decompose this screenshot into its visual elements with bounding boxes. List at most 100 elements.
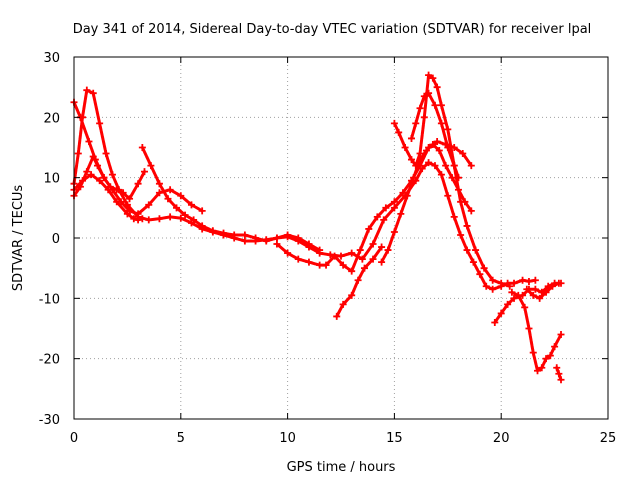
- data-point: [177, 214, 185, 222]
- y-tick-label: -30: [39, 413, 60, 428]
- data-point: [416, 150, 424, 158]
- data-point: [390, 228, 398, 236]
- data-point: [284, 249, 292, 257]
- data-point: [190, 216, 198, 224]
- data-point: [378, 243, 386, 251]
- data-point: [164, 195, 172, 203]
- data-point: [333, 312, 341, 320]
- data-point: [373, 213, 381, 221]
- data-point: [454, 174, 462, 182]
- data-point: [420, 113, 428, 121]
- data-point: [284, 231, 292, 239]
- data-point: [241, 237, 249, 245]
- data-point: [476, 270, 484, 278]
- data-point: [442, 162, 450, 170]
- data-point: [437, 101, 445, 109]
- data-point: [555, 279, 563, 287]
- data-point: [525, 277, 533, 285]
- data-point: [166, 186, 174, 194]
- data-point: [506, 282, 514, 290]
- data-point: [130, 215, 138, 223]
- data-point: [104, 186, 112, 194]
- data-point: [463, 246, 471, 254]
- data-point: [83, 86, 91, 94]
- series-track-14: [553, 364, 565, 384]
- data-point: [444, 192, 452, 200]
- data-point: [358, 255, 366, 263]
- data-point: [166, 213, 174, 221]
- x-tick-label: 5: [177, 431, 185, 446]
- x-axis-label: GPS time / hours: [287, 460, 396, 475]
- data-point: [395, 128, 403, 136]
- data-point: [410, 174, 418, 182]
- chart-title: Day 341 of 2014, Sidereal Day-to-day VTE…: [73, 22, 592, 37]
- data-point: [337, 252, 345, 260]
- data-point: [273, 234, 281, 242]
- data-point: [316, 261, 324, 269]
- y-tick-label: 30: [43, 51, 60, 66]
- data-point: [100, 174, 108, 182]
- series-track-9: [390, 71, 514, 290]
- y-tick-label: 10: [43, 172, 60, 187]
- data-point: [252, 234, 260, 242]
- data-point: [412, 119, 420, 127]
- series-track-7: [333, 243, 386, 320]
- data-point: [431, 101, 439, 109]
- data-point: [459, 150, 467, 158]
- data-point: [472, 246, 480, 254]
- data-point: [369, 255, 377, 263]
- data-point: [138, 144, 146, 151]
- series-layer: [70, 71, 565, 384]
- data-point: [429, 140, 437, 148]
- data-point: [96, 177, 104, 185]
- data-point: [538, 364, 546, 372]
- data-point: [177, 192, 185, 200]
- data-point: [390, 119, 398, 127]
- data-point: [420, 92, 428, 100]
- data-point: [401, 144, 409, 151]
- data-point: [273, 240, 281, 248]
- data-point: [521, 303, 529, 311]
- data-point: [510, 294, 518, 302]
- series-track-12: [508, 288, 565, 375]
- data-point: [74, 150, 82, 158]
- data-point: [433, 137, 441, 145]
- data-point: [429, 74, 437, 82]
- data-point: [316, 246, 324, 254]
- data-point: [83, 168, 91, 176]
- data-point: [489, 285, 497, 293]
- data-point: [79, 177, 87, 185]
- data-point: [384, 246, 392, 254]
- data-point: [416, 104, 424, 112]
- data-point: [497, 309, 505, 317]
- data-point: [397, 210, 405, 218]
- data-point: [444, 125, 452, 133]
- series-track-10: [407, 89, 462, 182]
- data-point: [467, 162, 475, 170]
- data-point: [435, 147, 443, 155]
- data-point: [365, 225, 373, 233]
- data-point: [467, 207, 475, 215]
- x-tick-label: 20: [493, 431, 510, 446]
- data-point: [230, 231, 238, 239]
- data-point: [529, 349, 537, 357]
- data-point: [138, 215, 146, 223]
- data-point: [91, 156, 99, 164]
- data-point: [102, 150, 110, 158]
- tick-layer: 0 5 10 15 20 25 -30 -20 -10 0 10 20 30: [39, 51, 617, 446]
- data-point: [147, 162, 155, 170]
- data-point: [380, 216, 388, 224]
- data-point: [145, 216, 153, 224]
- data-point: [536, 294, 544, 302]
- data-point: [463, 222, 471, 230]
- data-point: [331, 252, 339, 260]
- data-point: [155, 189, 163, 197]
- data-point: [469, 258, 477, 266]
- data-point: [369, 240, 377, 248]
- x-tick-label: 0: [70, 431, 78, 446]
- data-point: [425, 89, 433, 97]
- y-tick-label: -10: [39, 292, 60, 307]
- data-point: [360, 264, 368, 272]
- series-track-5: [138, 144, 324, 254]
- data-point: [412, 162, 420, 170]
